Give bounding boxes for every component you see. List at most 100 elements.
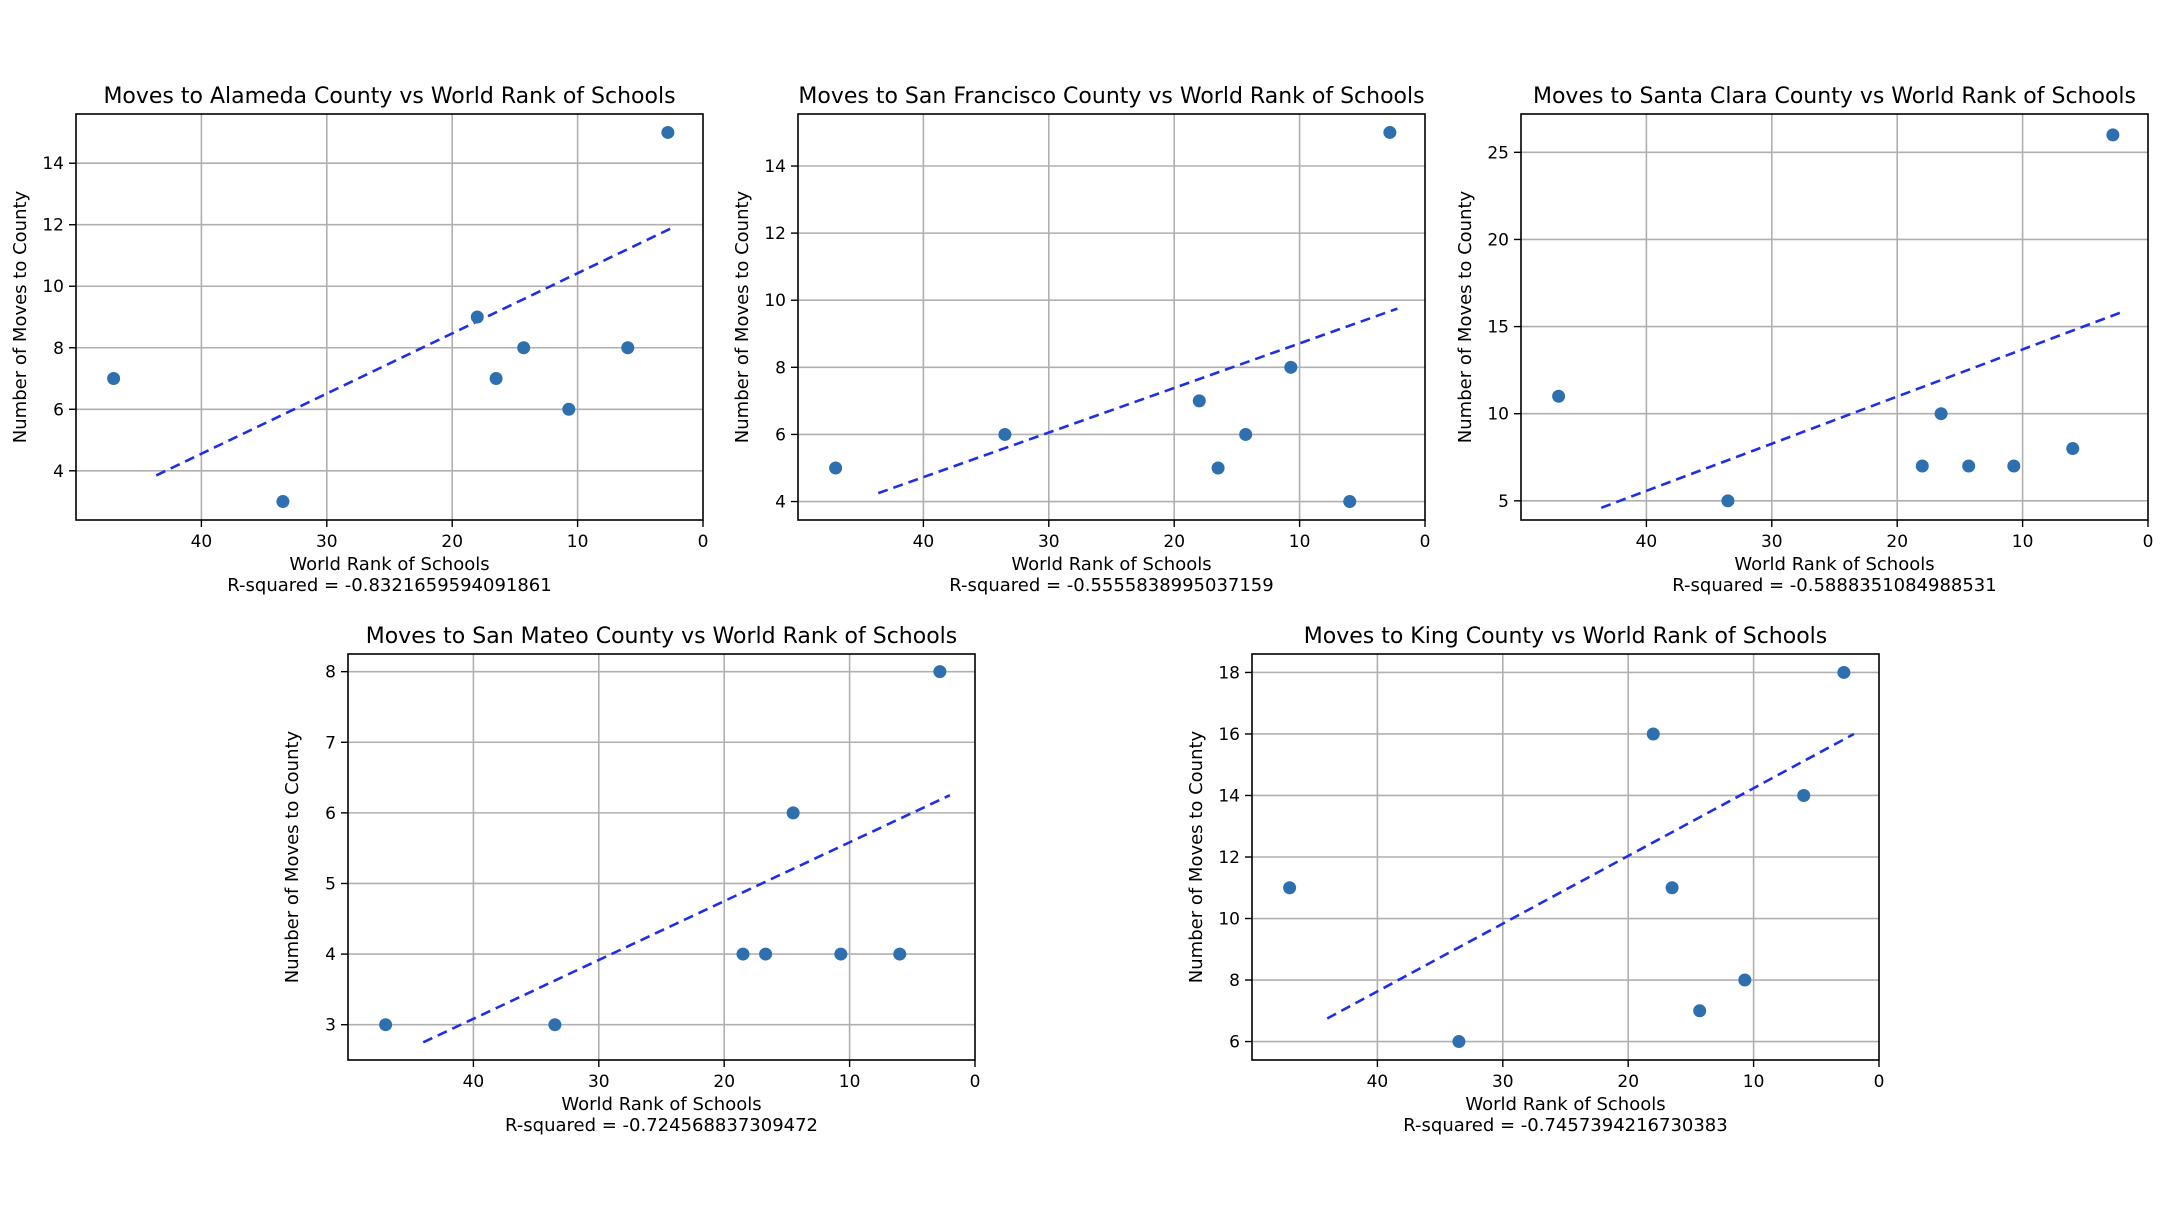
chart-title: Moves to San Francisco County vs World R…	[798, 84, 1424, 109]
y-tick-label: 12	[42, 216, 64, 236]
y-tick-label: 8	[325, 663, 336, 683]
data-point	[489, 372, 503, 386]
y-tick-label: 12	[764, 224, 786, 244]
y-tick-label: 25	[1487, 143, 1509, 163]
data-point	[1962, 459, 1976, 473]
x-tick-label: 0	[1420, 532, 1431, 552]
y-tick-label: 6	[775, 425, 786, 445]
trendline	[422, 794, 951, 1044]
r-squared-caption: R-squared = -0.7457394216730383	[1403, 1115, 1727, 1136]
y-tick-label: 10	[1218, 910, 1240, 930]
data-point	[517, 341, 531, 355]
x-tick-label: 20	[713, 1072, 735, 1092]
y-tick-label: 4	[775, 493, 786, 513]
y-axis-label: Number of Moves to County	[1186, 730, 1207, 983]
y-tick-label: 7	[325, 733, 336, 753]
y-tick-label: 4	[53, 462, 64, 482]
y-tick-label: 10	[1487, 405, 1509, 425]
data-point	[107, 372, 121, 386]
data-point	[786, 806, 800, 820]
x-tick-label: 0	[2143, 532, 2154, 552]
subplot-santa-clara: 40 30 20 10 0 5 10 15 20 25 Moves to Santa Clara C…	[1455, 84, 2153, 596]
x-tick-label: 0	[1874, 1072, 1885, 1092]
data-point	[1693, 1004, 1707, 1018]
data-point	[1343, 495, 1357, 509]
x-tick-label: 30	[588, 1072, 610, 1092]
y-tick-label: 6	[325, 804, 336, 824]
data-point	[893, 947, 907, 961]
data-point	[2106, 128, 2120, 142]
subplot-alameda: 40 30 20 10 0 4 6 8 10 12 14 Moves to Alameda Count…	[10, 84, 708, 596]
y-tick-label: 6	[1229, 1033, 1240, 1053]
data-point	[2066, 442, 2080, 456]
x-tick-label: 20	[441, 532, 463, 552]
x-tick-label: 40	[463, 1072, 485, 1092]
subplot-san-francisco: 40 30 20 10 0 4 6 8 10 12 14 Moves to San Francisco…	[732, 84, 1430, 596]
data-point	[1797, 788, 1811, 802]
x-tick-label: 0	[698, 532, 709, 552]
y-tick-label: 14	[42, 154, 64, 174]
x-axis-label: World Rank of Schools	[1734, 554, 1934, 575]
trendline	[155, 225, 676, 477]
data-point	[470, 310, 484, 324]
y-axis-label: Number of Moves to County	[282, 730, 303, 983]
chart-title: Moves to Santa Clara County vs World Ran…	[1533, 84, 2136, 109]
data-point	[1452, 1035, 1466, 1049]
x-tick-label: 40	[913, 532, 935, 552]
y-axis-label: Number of Moves to County	[1455, 190, 1476, 443]
data-point	[276, 495, 290, 509]
x-tick-label: 10	[839, 1072, 861, 1092]
x-tick-label: 30	[1492, 1072, 1514, 1092]
trendline	[1326, 732, 1855, 1020]
y-tick-label: 8	[53, 339, 64, 359]
data-point	[1552, 389, 1566, 403]
axes-frame	[1251, 653, 1880, 1061]
axes-frame	[75, 113, 704, 521]
y-tick-label: 5	[325, 874, 336, 894]
x-tick-label: 20	[1163, 532, 1185, 552]
axes-frame	[1520, 113, 2149, 521]
axes-frame	[797, 113, 1426, 521]
data-point	[1915, 459, 1929, 473]
trendline	[877, 307, 1398, 495]
y-tick-label: 16	[1218, 725, 1240, 745]
y-tick-label: 4	[325, 945, 336, 965]
data-point	[834, 947, 848, 961]
y-tick-label: 10	[764, 291, 786, 311]
data-point	[1239, 427, 1253, 441]
x-axis-label: World Rank of Schools	[561, 1094, 761, 1115]
data-point	[1837, 665, 1851, 679]
data-point	[661, 125, 675, 139]
data-point	[621, 341, 635, 355]
data-point	[759, 947, 773, 961]
data-point	[998, 427, 1012, 441]
y-tick-label: 6	[53, 400, 64, 420]
x-tick-label: 30	[316, 532, 338, 552]
y-axis-label: Number of Moves to County	[732, 190, 753, 443]
x-axis-label: World Rank of Schools	[289, 554, 489, 575]
y-tick-label: 10	[42, 277, 64, 297]
data-point	[1646, 727, 1660, 741]
axes-frame	[347, 653, 976, 1061]
data-point	[1383, 125, 1397, 139]
y-tick-label: 18	[1218, 663, 1240, 683]
data-point	[1283, 881, 1297, 895]
chart-title: Moves to King County vs World Rank of Sc…	[1304, 624, 1828, 649]
y-tick-label: 14	[1218, 786, 1240, 806]
data-point	[1721, 494, 1735, 508]
y-tick-label: 15	[1487, 318, 1509, 338]
x-tick-label: 20	[1617, 1072, 1639, 1092]
x-axis-label: World Rank of Schools	[1011, 554, 1211, 575]
data-point	[562, 402, 576, 416]
x-tick-label: 30	[1038, 532, 1060, 552]
x-tick-label: 40	[191, 532, 213, 552]
y-tick-label: 14	[764, 157, 786, 177]
data-point	[1192, 394, 1206, 408]
x-axis-label: World Rank of Schools	[1465, 1094, 1665, 1115]
y-axis-label: Number of Moves to County	[10, 190, 31, 443]
r-squared-caption: R-squared = -0.5555838995037159	[949, 575, 1273, 596]
r-squared-caption: R-squared = -0.724568837309472	[505, 1115, 818, 1136]
y-tick-label: 8	[1229, 971, 1240, 991]
y-tick-label: 12	[1218, 848, 1240, 868]
data-point	[1934, 407, 1948, 421]
